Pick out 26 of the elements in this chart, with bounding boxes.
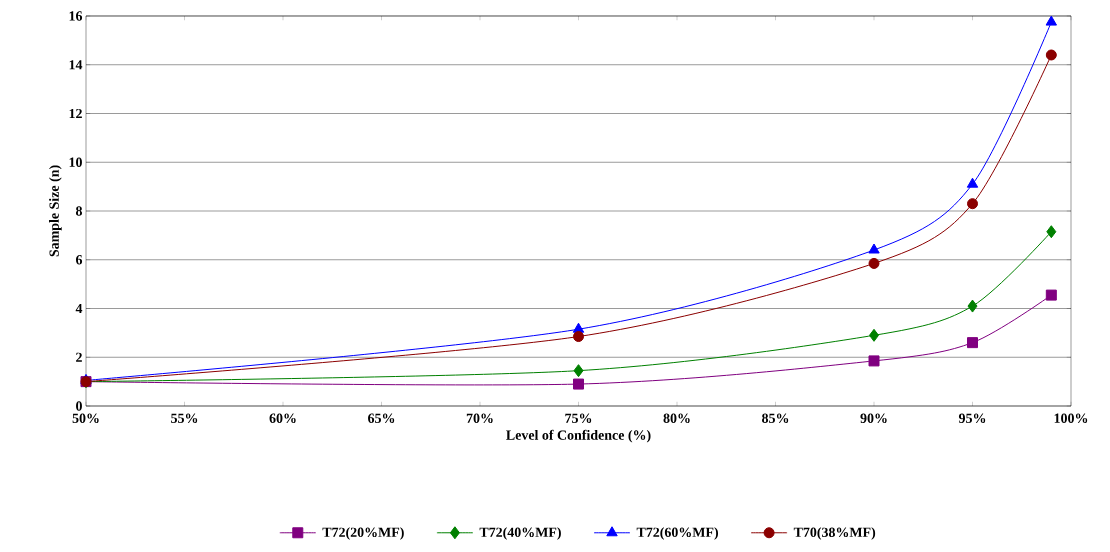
x-tick-label: 60% (269, 413, 296, 423)
legend-label: T72(60%MF) (636, 527, 718, 540)
x-tick-label: 70% (466, 413, 493, 423)
x-tick-label: 100% (1054, 413, 1088, 423)
y-tick-label: 14 (69, 60, 83, 70)
legend-label: T70(38%MF) (793, 527, 876, 540)
y-tick-label: 2 (76, 352, 82, 362)
y-tick-label: 16 (69, 11, 83, 21)
y-tick-label: 6 (75, 255, 83, 265)
y-axis-title: Sample Size (n) (49, 165, 62, 257)
x-tick-label: 50% (72, 413, 99, 423)
x-tick-label: 90% (860, 413, 887, 423)
x-tick-label: 65% (368, 413, 395, 423)
y-tick-label: 0 (76, 401, 82, 411)
x-tick-label: 85% (762, 413, 789, 423)
legend-label: T72(20%MF) (322, 527, 404, 540)
y-tick-label: 4 (75, 303, 83, 314)
x-tick-label: 75% (565, 413, 592, 423)
x-tick-label: 95% (958, 413, 986, 423)
x-tick-label: 80% (663, 413, 690, 423)
y-tick-label: 8 (75, 206, 83, 216)
x-tick-label: 55% (171, 413, 198, 423)
x-axis-title: Level of Confidence (%) (506, 429, 651, 443)
y-tick-label: 12 (69, 108, 82, 119)
y-tick-label: 10 (69, 157, 82, 167)
legend-label: T72(40%MF) (479, 527, 561, 540)
